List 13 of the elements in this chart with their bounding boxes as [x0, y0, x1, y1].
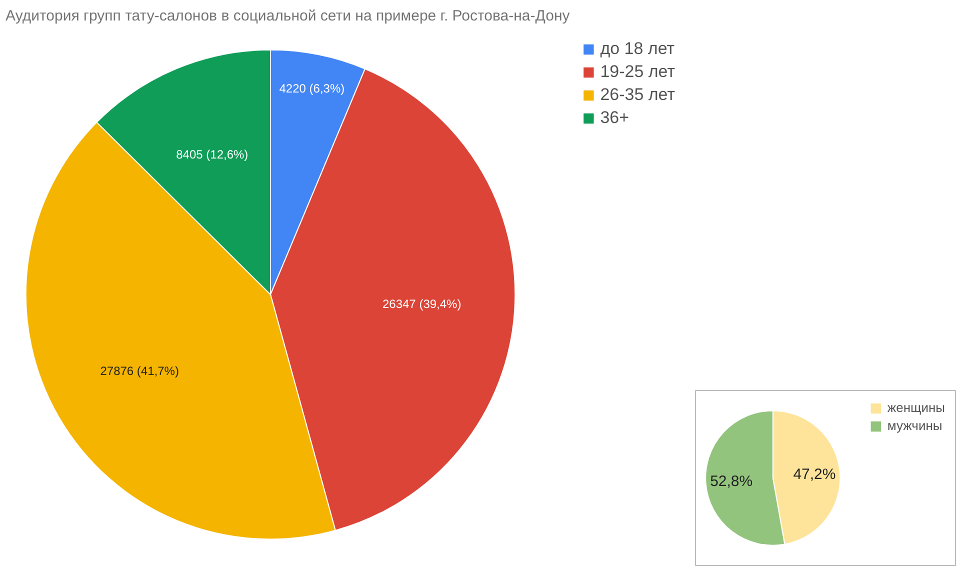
data-label: 26347 (39,4%): [382, 297, 462, 312]
data-label: 27876 (41,7%): [100, 364, 179, 378]
legend-label: мужчины: [887, 418, 942, 433]
legend-label: 26-35 лет: [600, 85, 675, 105]
legend-label: 36+: [600, 108, 630, 128]
data-label: 8405 (12,6%): [176, 148, 248, 162]
data-label: 4220 (6,3%): [279, 81, 345, 96]
legend-label: 19-25 лет: [600, 62, 675, 82]
legend-label: женщины: [887, 400, 945, 415]
chart-title: Аудитория групп тату-салонов в социальной сети на примере г. Ростова-на-Дону: [6, 8, 570, 24]
legend-label: до 18 лет: [600, 39, 675, 59]
data-label: 52,8%: [710, 473, 753, 490]
data-label: 47,2%: [793, 466, 836, 483]
